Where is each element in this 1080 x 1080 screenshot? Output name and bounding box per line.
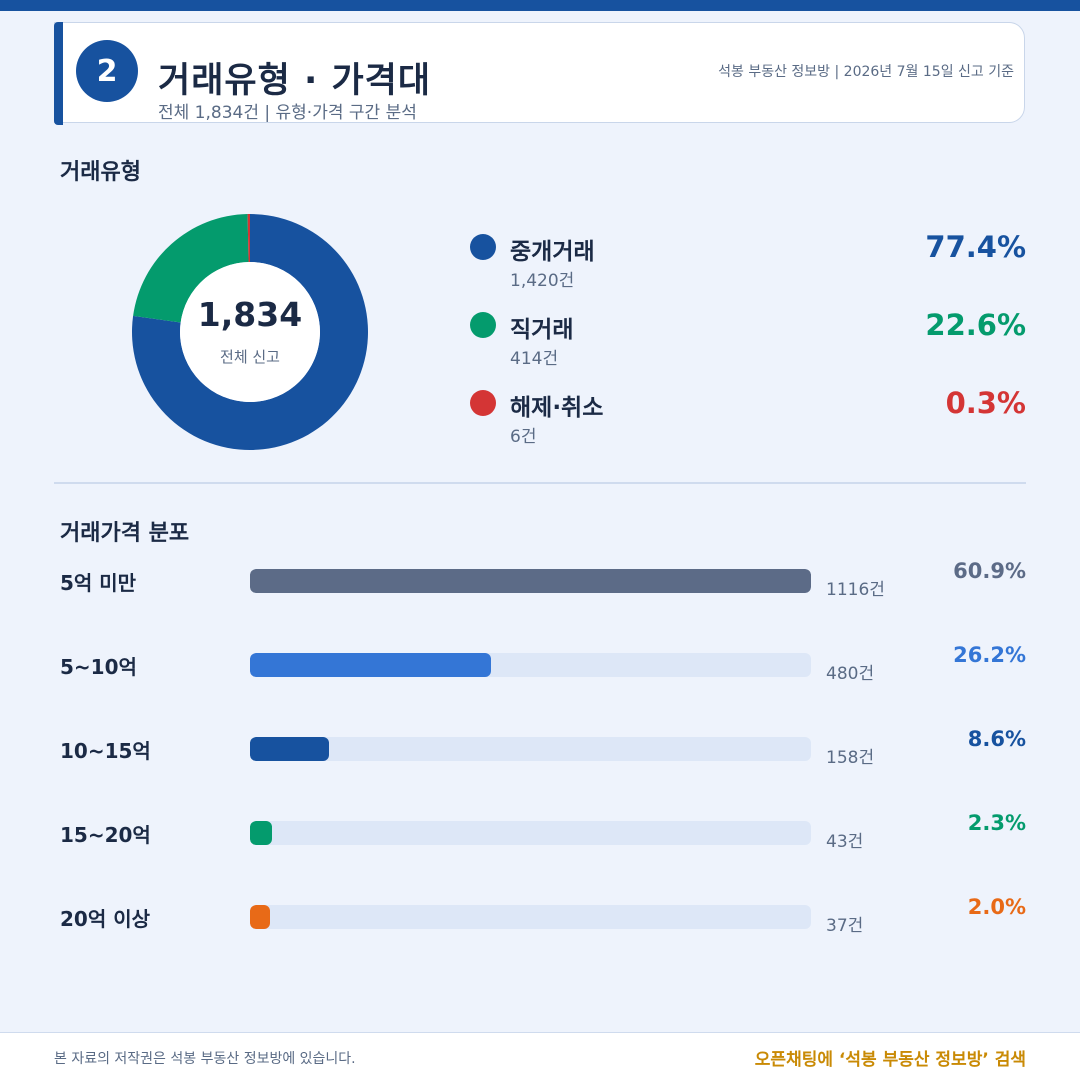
bar-percent: 8.6% <box>967 727 1026 751</box>
donut-slice-2 <box>247 214 250 263</box>
legend-percent: 22.6% <box>925 308 1026 342</box>
bar-percent: 26.2% <box>953 643 1026 667</box>
footer: 본 자료의 저작권은 석봉 부동산 정보방에 있습니다. 오픈채팅에 ‘석봉 부… <box>0 1033 1080 1080</box>
legend-name: 중개거래 <box>510 239 595 265</box>
legend-name: 직거래 <box>510 317 574 343</box>
bar-label: 20억 이상 <box>60 907 150 931</box>
legend-count: 1,420건 <box>510 271 575 291</box>
section-number-badge: 2 <box>76 40 138 102</box>
bar-row-10-15: 10~15억 158건 8.6% <box>0 727 1080 795</box>
section-divider <box>54 482 1026 484</box>
bar-fill <box>250 821 272 845</box>
top-accent-bar <box>0 0 1080 11</box>
bar-label: 15~20억 <box>60 823 151 847</box>
bar-percent: 60.9% <box>953 559 1026 583</box>
bar-count: 480건 <box>826 664 875 684</box>
trade-type-donut-chart <box>132 214 368 450</box>
bar-fill <box>250 905 270 929</box>
bar-count: 1116건 <box>826 580 885 600</box>
header-source: 석봉 부동산 정보방 | 2026년 7월 15일 신고 기준 <box>718 64 1014 80</box>
legend-dot <box>470 234 496 260</box>
bar-track <box>250 569 811 593</box>
footer-copyright: 본 자료의 저작권은 석봉 부동산 정보방에 있습니다. <box>54 1051 356 1067</box>
donut-total-value: 1,834 <box>197 295 303 334</box>
page-subtitle: 전체 1,834건 | 유형·가격 구간 분석 <box>158 103 417 123</box>
header-card <box>54 22 1025 123</box>
bar-percent: 2.0% <box>967 895 1026 919</box>
bar-label: 5억 미만 <box>60 571 137 595</box>
bar-track <box>250 905 811 929</box>
footer-divider <box>0 1032 1080 1033</box>
bar-label: 10~15억 <box>60 739 151 763</box>
bar-row-5-10: 5~10억 480건 26.2% <box>0 643 1080 711</box>
bar-track <box>250 821 811 845</box>
header-accent <box>54 22 63 125</box>
legend-item-direct: 직거래 414건 22.6% <box>470 308 1026 380</box>
donut-slice-1 <box>133 214 249 323</box>
bar-count: 37건 <box>826 916 864 936</box>
bar-count: 158건 <box>826 748 875 768</box>
bar-track <box>250 737 811 761</box>
donut-total-label: 전체 신고 <box>220 348 280 366</box>
bar-row-under-5: 5억 미만 1116건 60.9% <box>0 559 1080 627</box>
legend-dot <box>470 390 496 416</box>
legend-count: 6건 <box>510 427 537 447</box>
bar-percent: 2.3% <box>967 811 1026 835</box>
page-title: 거래유형 · 가격대 <box>158 61 432 101</box>
bar-row-15-20: 15~20억 43건 2.3% <box>0 811 1080 879</box>
legend-item-brokered: 중개거래 1,420건 77.4% <box>470 230 1026 302</box>
trade-type-section-title: 거래유형 <box>60 160 141 185</box>
bar-track <box>250 653 811 677</box>
bar-label: 5~10억 <box>60 655 137 679</box>
legend-percent: 77.4% <box>925 230 1026 264</box>
bar-row-over-20: 20억 이상 37건 2.0% <box>0 895 1080 963</box>
bar-fill <box>250 653 491 677</box>
donut-hole <box>180 262 320 402</box>
bar-fill <box>250 737 329 761</box>
legend-count: 414건 <box>510 349 559 369</box>
footer-cta: 오픈채팅에 ‘석봉 부동산 정보방’ 검색 <box>754 1050 1026 1070</box>
legend-name: 해제·취소 <box>510 395 604 421</box>
donut-slice-0 <box>132 214 368 450</box>
legend-dot <box>470 312 496 338</box>
bar-fill <box>250 569 811 593</box>
legend-item-cancelled: 해제·취소 6건 0.3% <box>470 386 1026 458</box>
bar-count: 43건 <box>826 832 864 852</box>
legend-percent: 0.3% <box>945 386 1026 420</box>
price-distribution-section-title: 거래가격 분포 <box>60 521 190 546</box>
